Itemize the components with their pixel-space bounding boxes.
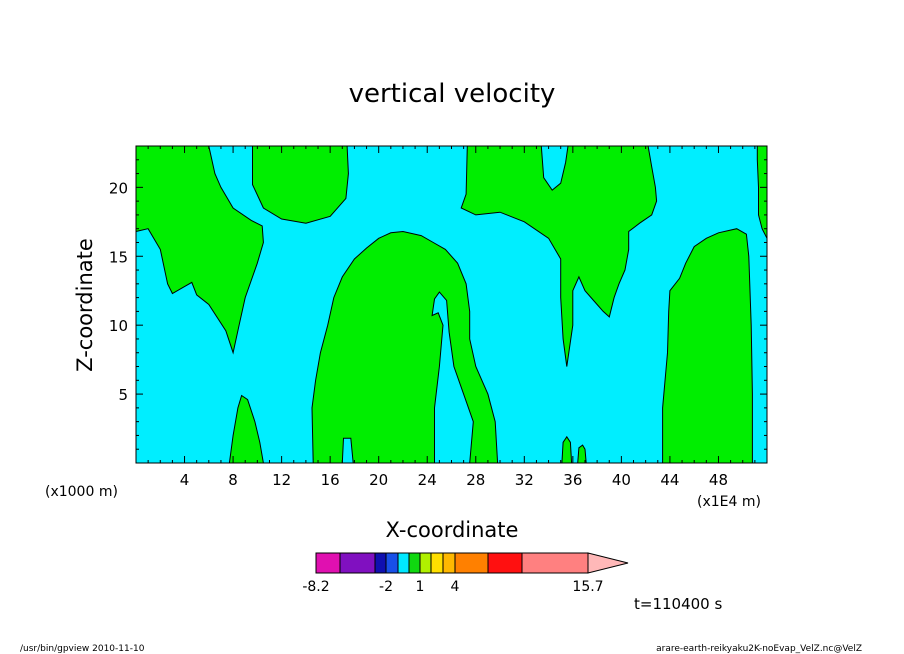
x-tick-label: 4 bbox=[180, 471, 190, 489]
colorbar-segment bbox=[374, 552, 387, 574]
colorbar-segment bbox=[385, 552, 399, 574]
region-top-right bbox=[460, 145, 658, 367]
x-tick-label: 40 bbox=[612, 471, 631, 489]
y-tick-label: 15 bbox=[109, 248, 128, 266]
colorbar-label: 1 bbox=[416, 579, 425, 595]
colorbar-segment bbox=[408, 552, 421, 574]
y-ticks: 5 10 15 20 bbox=[109, 159, 767, 450]
colorbar-segment bbox=[397, 552, 410, 574]
x-axis-label: X-coordinate bbox=[386, 518, 519, 542]
footer-left: /usr/bin/gpview 2010-11-10 bbox=[20, 644, 145, 654]
colorbar-segment bbox=[430, 552, 444, 574]
colorbar-segment bbox=[419, 552, 432, 574]
region-top-center-left bbox=[252, 145, 349, 224]
colorbar-labels: -8.2 -2 1 4 15.7 bbox=[302, 579, 603, 595]
time-label: t=110400 s bbox=[634, 595, 722, 613]
colorbar bbox=[315, 552, 629, 574]
colorbar-segment bbox=[454, 552, 489, 574]
region-bottom-left bbox=[228, 394, 264, 464]
x-tick-label: 16 bbox=[321, 471, 340, 489]
colorbar-segment bbox=[339, 552, 376, 574]
colorbar-arrow bbox=[587, 552, 629, 574]
region-center-plume bbox=[311, 230, 499, 464]
x-tick-label: 32 bbox=[515, 471, 534, 489]
y-axis-label: Z-coordinate bbox=[73, 238, 97, 372]
region-top-left bbox=[135, 145, 264, 355]
colorbar-label: -2 bbox=[379, 579, 393, 595]
footer-right: arare-earth-reikyaku2K-noEvap_VelZ.nc@Ve… bbox=[656, 644, 862, 654]
colorbar-label: 4 bbox=[451, 579, 460, 595]
colorbar-segment bbox=[487, 552, 523, 574]
x-tick-label: 24 bbox=[418, 471, 437, 489]
colorbar-segment bbox=[521, 552, 589, 574]
x-ticks: 4 8 12 16 20 24 28 32 36 40 44 48 bbox=[147, 146, 756, 489]
x-tick-label: 12 bbox=[272, 471, 291, 489]
x-tick-label: 20 bbox=[369, 471, 388, 489]
y-tick-label: 10 bbox=[109, 317, 128, 335]
regions bbox=[135, 145, 768, 464]
x-tick-label: 48 bbox=[709, 471, 728, 489]
x-tick-label: 8 bbox=[228, 471, 238, 489]
colorbar-segment bbox=[442, 552, 456, 574]
y-units-label: (x1E4 m) bbox=[697, 494, 761, 510]
x-tick-label: 28 bbox=[466, 471, 485, 489]
y-tick-label: 5 bbox=[118, 386, 128, 404]
chart-title: vertical velocity bbox=[349, 79, 556, 109]
colorbar-label: 15.7 bbox=[572, 579, 603, 595]
y-tick-label: 20 bbox=[109, 179, 128, 197]
colorbar-label: -8.2 bbox=[302, 579, 329, 595]
x-tick-label: 44 bbox=[660, 471, 679, 489]
region-right-column bbox=[662, 228, 753, 464]
colorbar-segment bbox=[315, 552, 341, 574]
x-tick-label: 36 bbox=[563, 471, 582, 489]
x-units-label: (x1000 m) bbox=[45, 484, 118, 500]
